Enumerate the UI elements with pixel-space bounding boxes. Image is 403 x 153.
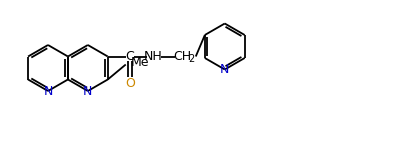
Text: C: C	[125, 50, 134, 63]
Text: NH: NH	[143, 50, 162, 63]
Text: Me: Me	[131, 56, 149, 69]
Text: N: N	[220, 63, 229, 76]
Text: N: N	[43, 84, 53, 97]
Text: O: O	[125, 77, 135, 90]
Text: 2: 2	[189, 54, 195, 65]
Text: CH: CH	[174, 50, 192, 63]
Text: N: N	[83, 84, 93, 97]
